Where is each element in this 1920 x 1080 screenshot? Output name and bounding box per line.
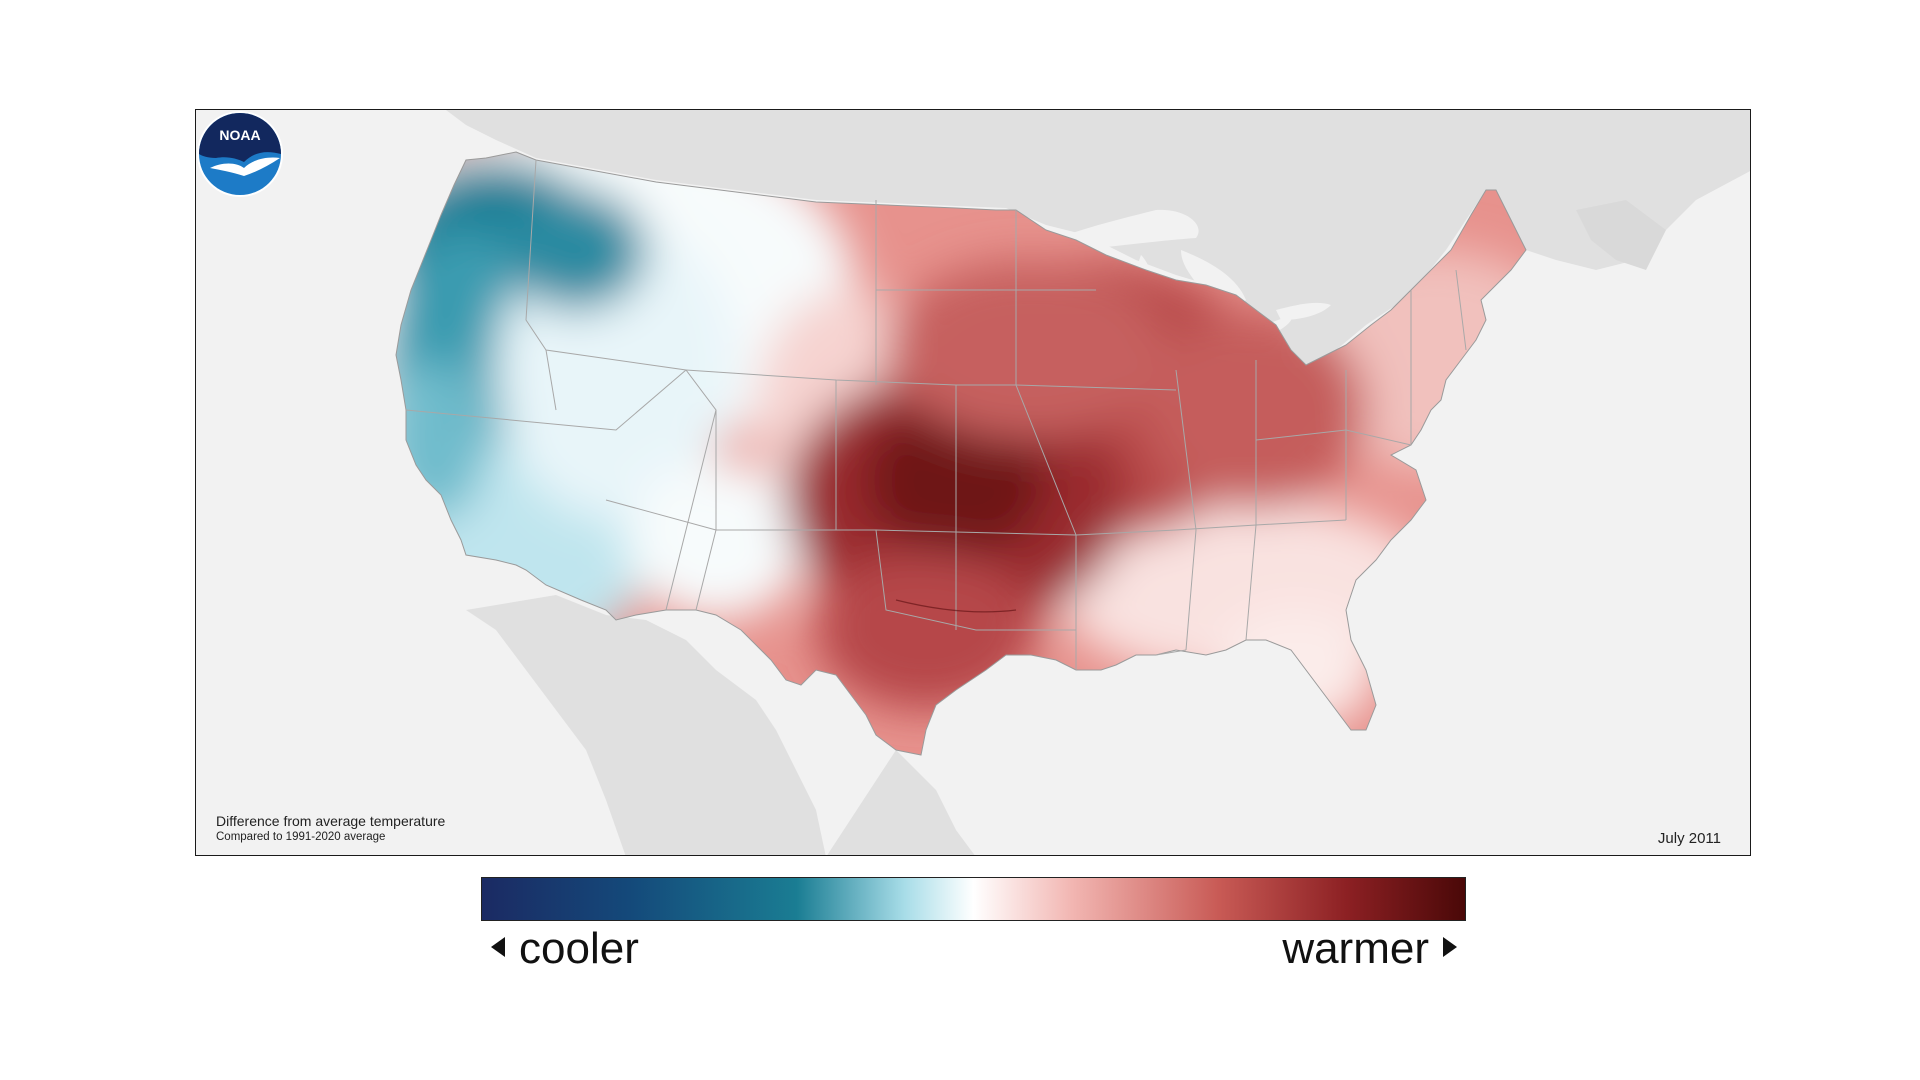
caption-subtitle: Compared to 1991-2020 average [216,831,386,843]
temperature-anomaly-map [395,110,1750,855]
map-caption: Difference from average temperature Comp… [216,813,445,843]
map-frame: Difference from average temperature Comp… [195,109,1751,856]
red-river-line [895,599,1017,613]
caption-title: Difference from average temperature [216,813,446,829]
left-arrow-icon [491,937,505,958]
date-label: July 2011 [1657,830,1721,847]
legend-right-label: warmer [1282,924,1429,973]
legend-cooler: cooler [491,921,639,977]
logo-text: NOAA [219,127,260,143]
legend-left-label: cooler [519,924,639,973]
legend-warmer: warmer [1282,921,1457,977]
right-arrow-icon [1443,937,1457,958]
state-borders [395,151,1527,756]
noaa-logo-icon: NOAA [197,111,283,197]
legend-color-bar [481,877,1466,921]
